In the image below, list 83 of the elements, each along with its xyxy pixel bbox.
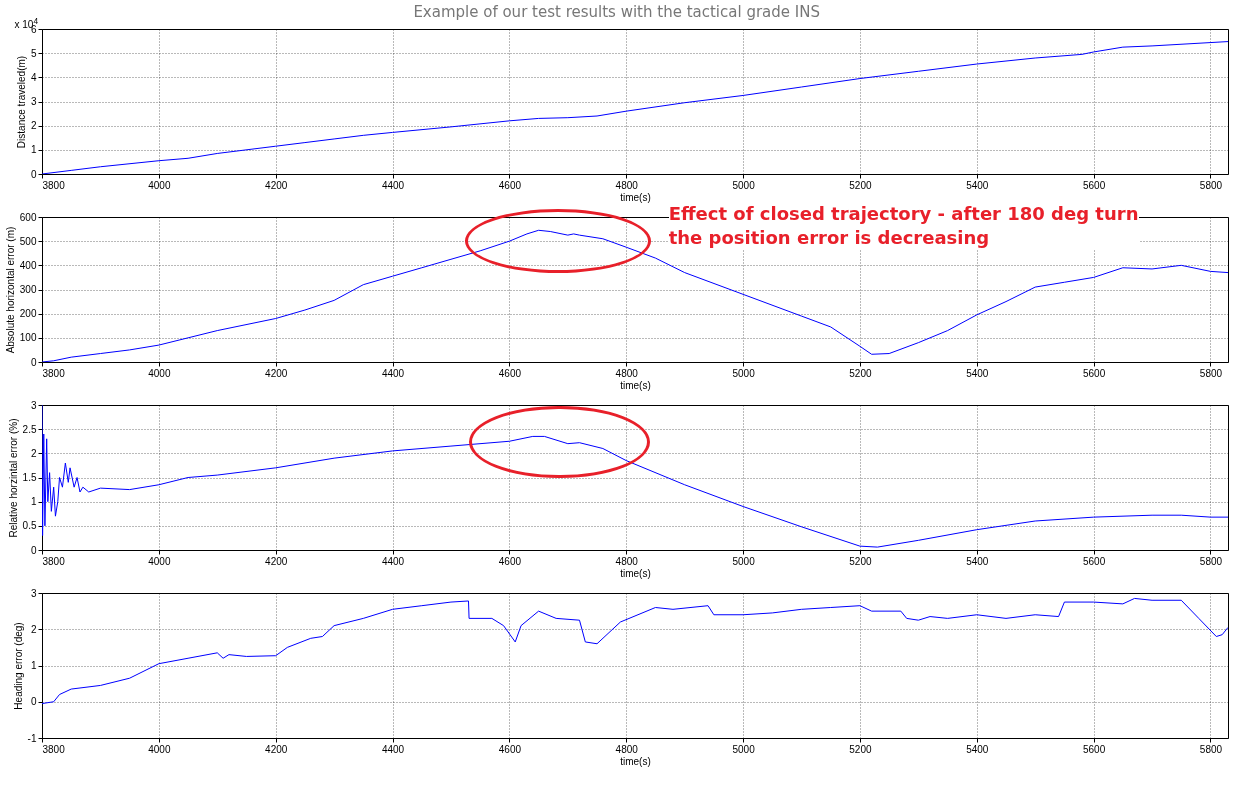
- x-tick-label: 4600: [498, 179, 522, 191]
- y-tick-label: 3: [30, 96, 37, 107]
- x-tick-label: 5400: [966, 555, 989, 567]
- x-tick-label: 4000: [148, 743, 171, 755]
- x-tick-label: 4200: [265, 555, 288, 567]
- y-axis-title: Distance traveled(m): [15, 55, 27, 149]
- x-tick-label: 3800: [42, 555, 66, 567]
- x-tick-label: 5000: [732, 743, 756, 755]
- y-tick-label: -1: [27, 732, 37, 744]
- y-tick-label: 3: [30, 587, 37, 599]
- y-tick-label: 0.5: [22, 520, 37, 532]
- x-tick-label: 4800: [615, 555, 639, 567]
- x-axis-title: time(s): [620, 191, 651, 203]
- x-tick-label: 4800: [615, 367, 639, 379]
- x-tick-label: 5600: [1083, 743, 1106, 755]
- y-tick-label: 100: [19, 332, 37, 344]
- x-tick-label: 3800: [42, 367, 66, 379]
- x-tick-label: 4800: [615, 179, 639, 191]
- x-tick-label: 5200: [849, 367, 872, 379]
- x-tick-label: 5000: [732, 367, 756, 379]
- x-tick-label: 5200: [849, 179, 872, 191]
- x-tick-label: 5400: [966, 743, 989, 755]
- x-tick-label: 5800: [1199, 743, 1223, 755]
- x-tick-label: 5400: [966, 367, 989, 379]
- y-tick-label: 0: [30, 544, 37, 556]
- line-series: [42, 41, 1228, 174]
- y-axis-title: Heading error (deg): [12, 622, 24, 710]
- x-axis-title: time(s): [620, 567, 651, 579]
- y-tick-label: 600: [19, 211, 37, 223]
- x-tick-label: 5400: [966, 179, 989, 191]
- x-tick-label: 5800: [1199, 555, 1223, 567]
- x-tick-label: 4600: [498, 743, 522, 755]
- line-series: [42, 229, 1228, 362]
- x-tick-label: 4600: [498, 367, 522, 379]
- x-tick-label: 5800: [1199, 367, 1223, 379]
- x-axis-title: time(s): [620, 755, 651, 767]
- x-tick-label: 5600: [1083, 367, 1106, 379]
- x-axis-title: time(s): [620, 379, 651, 391]
- x-tick-label: 4000: [148, 179, 171, 191]
- x-tick-label: 4400: [381, 555, 405, 567]
- x-tick-label: 4200: [265, 179, 288, 191]
- y-tick-label: 0: [30, 356, 37, 368]
- line-series: [42, 597, 1228, 705]
- y-tick-label: 300: [19, 284, 37, 295]
- y-tick-label: 500: [19, 235, 37, 247]
- x-tick-label: 5000: [732, 555, 756, 567]
- y-tick-label: 1.5: [22, 472, 37, 483]
- y-tick-label: 2: [30, 120, 37, 132]
- x-tick-label: 5200: [849, 743, 872, 755]
- x-tick-label: 3800: [42, 179, 66, 191]
- x-tick-label: 4800: [615, 743, 639, 755]
- x-tick-label: 5600: [1083, 555, 1106, 567]
- y-tick-label: 2.5: [22, 423, 37, 435]
- y-tick-label: 200: [19, 308, 37, 320]
- x-tick-label: 4600: [498, 555, 522, 567]
- annotation: Effect of closed trajectory - after 180 deg turn the position error is decreasing: [668, 201, 1139, 250]
- y-tick-label: 2: [30, 623, 37, 635]
- x-tick-label: 5200: [849, 555, 872, 567]
- chart-title: Example of our test results with the tactical grade INS: [413, 2, 820, 21]
- y-tick-label: 3: [30, 399, 37, 411]
- x-tick-label: 4400: [381, 179, 405, 191]
- y-tick-label: 1: [30, 144, 37, 156]
- y-tick-label: 0: [30, 168, 37, 180]
- x-tick-label: 5000: [732, 179, 756, 191]
- x-tick-label: 5800: [1199, 179, 1223, 191]
- line-series: [42, 405, 1228, 548]
- x-tick-label: 4200: [265, 743, 288, 755]
- y-axis-title: Absolute horizontal error (m): [4, 226, 16, 354]
- y-tick-label: 1: [30, 496, 37, 508]
- x-tick-label: 5600: [1083, 179, 1106, 191]
- x-tick-label: 4000: [148, 555, 171, 567]
- y-tick-label: 2: [30, 447, 37, 459]
- x-tick-label: 3800: [42, 743, 66, 755]
- y-axis-title: Relative horzintal error (%): [7, 418, 19, 538]
- x-tick-label: 4200: [265, 367, 288, 379]
- x-tick-label: 4400: [381, 743, 405, 755]
- y-tick-label: 400: [19, 259, 37, 271]
- x-tick-label: 4000: [148, 367, 171, 379]
- y-tick-label: 1: [30, 660, 37, 671]
- y-tick-label: 5: [30, 47, 37, 59]
- y-tick-label: 4: [30, 71, 37, 83]
- y-tick-label: 0: [30, 696, 37, 708]
- x-tick-label: 4400: [381, 367, 405, 379]
